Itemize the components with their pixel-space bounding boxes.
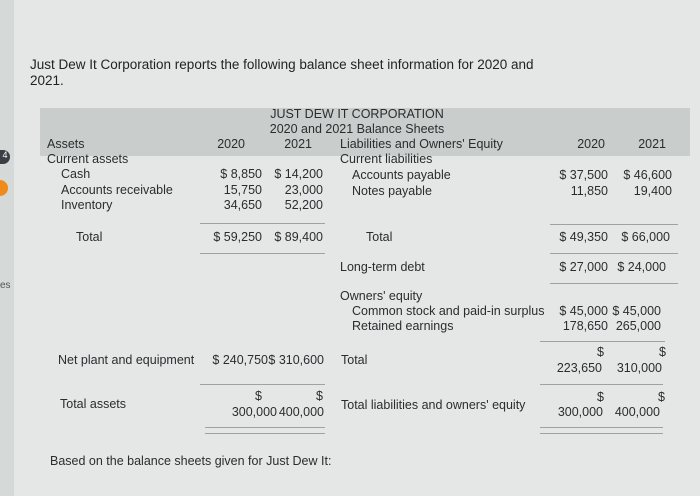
- question-badge[interactable]: 4: [0, 150, 10, 164]
- rule-line: [200, 384, 325, 385]
- rule-line: [200, 253, 325, 254]
- asset-row-2020: 34,650: [223, 198, 262, 212]
- assets-total-2020: $ 59,250: [213, 230, 262, 244]
- asset-row-2021: $ 14,200: [274, 167, 323, 181]
- assets-total-label: Total: [76, 230, 103, 244]
- liab-year-2020: 2020: [577, 137, 605, 151]
- rule-line: [550, 283, 678, 284]
- liab-total-2021: $ 66,000: [621, 230, 670, 244]
- rule-line: [540, 433, 663, 434]
- equity-row-2020: 178,650: [562, 319, 608, 333]
- asset-row-label: Cash: [61, 167, 91, 181]
- current-liabilities-label: Current liabilities: [340, 152, 433, 166]
- equity-row-2021: $ 45,000: [612, 304, 661, 318]
- rule-line: [550, 253, 678, 254]
- net-plant-2021: $ 310,600: [268, 353, 324, 367]
- assets-total-2021: $ 89,400: [274, 230, 323, 244]
- total-assets-cur-2020: $: [255, 389, 262, 403]
- asset-row-2020: 15,750: [223, 182, 262, 197]
- table-header-band: [40, 108, 690, 156]
- equity-row-2020: $ 45,000: [559, 304, 608, 318]
- equity-total-2020: 223,650: [556, 361, 602, 375]
- equity-total-cur-2021: $: [659, 345, 666, 359]
- total-assets-2020: 300,000: [231, 405, 277, 419]
- footer-prompt: Based on the balance sheets given for Ju…: [50, 454, 332, 468]
- liability-row-2020: $ 37,500: [559, 168, 608, 182]
- rule-line: [540, 384, 663, 385]
- asset-row-label: Inventory: [61, 198, 113, 212]
- asset-row-2021: 52,200: [284, 198, 323, 212]
- liability-row-2021: 19,400: [633, 183, 672, 198]
- liab-total-2020: $ 49,350: [559, 230, 608, 244]
- liab-year-2021: 2021: [638, 137, 666, 151]
- rule-line: [200, 223, 325, 224]
- rule-line: [540, 341, 665, 342]
- status-dot: [0, 180, 8, 196]
- asset-row-2021: 23,000: [284, 182, 323, 197]
- total-le-cur-2021: $: [658, 390, 665, 404]
- total-le-2021: 400,000: [614, 405, 660, 419]
- rule-line: [540, 427, 663, 428]
- total-le-cur-2020: $: [597, 390, 604, 404]
- total-assets-cur-2021: $: [316, 389, 323, 403]
- net-plant-label: Net plant and equipment: [58, 353, 195, 367]
- equity-total-cur-2020: $: [597, 345, 604, 359]
- total-le-label: Total liabilities and owners' equity: [341, 398, 526, 412]
- owners-equity-label: Owners' equity: [340, 289, 423, 303]
- equity-total-2021: 310,000: [616, 361, 662, 375]
- liabilities-header: Liabilities and Owners' Equity: [340, 137, 503, 151]
- equity-row-label: Common stock and paid-in surplus: [352, 304, 545, 318]
- net-plant-2020: $ 240,750: [212, 353, 268, 367]
- liability-row-label: Notes payable: [352, 183, 432, 198]
- asset-row-label: Accounts receivable: [61, 182, 173, 197]
- rule-line: [205, 433, 325, 434]
- equity-row-label: Retained earnings: [352, 319, 454, 333]
- intro-text: Just Dew It Corporation reports the foll…: [30, 57, 534, 88]
- assets-year-2021: 2021: [284, 137, 312, 151]
- liab-total-label: Total: [366, 230, 393, 244]
- equity-row-2021: 265,000: [615, 319, 661, 333]
- total-assets-label: Total assets: [60, 397, 127, 411]
- asset-row-2020: $ 8,850: [220, 167, 262, 181]
- liability-row-2020: 11,850: [570, 183, 608, 198]
- sidebar-edge: [0, 0, 14, 496]
- total-assets-2021: 400,000: [278, 405, 324, 419]
- current-assets-label: Current assets: [47, 152, 129, 166]
- rule-line: [550, 224, 678, 225]
- sheet-title: JUST DEW IT CORPORATION: [270, 107, 444, 121]
- liability-row-2021: $ 46,600: [623, 168, 672, 182]
- assets-header: Assets: [47, 137, 85, 151]
- assets-year-2020: 2020: [217, 137, 245, 151]
- long-term-debt-2020: $ 27,000: [559, 260, 608, 274]
- sheet-subtitle: 2020 and 2021 Balance Sheets: [269, 122, 445, 136]
- equity-total-label: Total: [341, 353, 368, 367]
- long-term-debt-label: Long-term debt: [340, 260, 425, 274]
- sidebar-text-fragment: es: [0, 280, 11, 291]
- liability-row-label: Accounts payable: [352, 168, 451, 182]
- long-term-debt-2021: $ 24,000: [617, 260, 666, 274]
- total-le-2020: 300,000: [557, 405, 603, 419]
- rule-line: [205, 427, 325, 428]
